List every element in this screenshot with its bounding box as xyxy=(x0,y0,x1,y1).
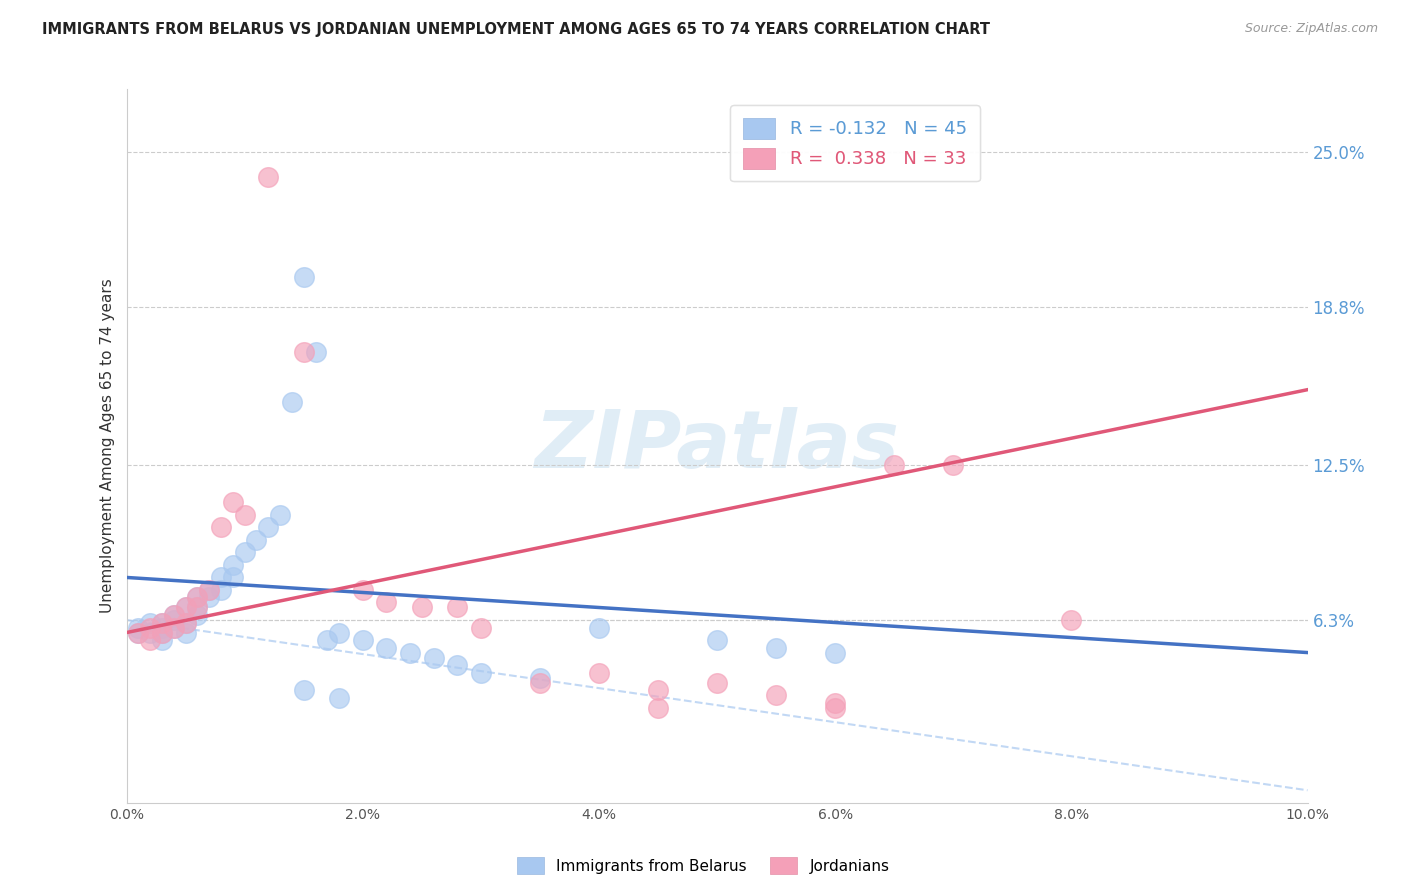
Point xyxy=(222,558,245,572)
Text: Source: ZipAtlas.com: Source: ZipAtlas.com xyxy=(1244,22,1378,36)
Point xyxy=(163,607,186,622)
Point xyxy=(328,625,350,640)
Legend: Immigrants from Belarus, Jordanians: Immigrants from Belarus, Jordanians xyxy=(510,851,896,880)
Point xyxy=(470,621,492,635)
Point xyxy=(139,625,162,640)
Point xyxy=(588,665,610,680)
Point xyxy=(186,591,208,605)
Point xyxy=(174,625,197,640)
Point xyxy=(824,646,846,660)
Point xyxy=(198,591,221,605)
Point xyxy=(174,600,197,615)
Point xyxy=(163,621,186,635)
Point xyxy=(352,582,374,597)
Point xyxy=(163,613,186,627)
Point xyxy=(304,345,326,359)
Point xyxy=(127,625,149,640)
Point xyxy=(222,495,245,509)
Point xyxy=(706,675,728,690)
Point xyxy=(150,621,173,635)
Y-axis label: Unemployment Among Ages 65 to 74 years: Unemployment Among Ages 65 to 74 years xyxy=(100,278,115,614)
Point xyxy=(150,615,173,630)
Point xyxy=(150,615,173,630)
Point xyxy=(824,700,846,714)
Point xyxy=(647,700,669,714)
Point xyxy=(222,570,245,584)
Point xyxy=(292,683,315,698)
Text: ZIPatlas: ZIPatlas xyxy=(534,407,900,485)
Point xyxy=(174,615,197,630)
Point xyxy=(647,683,669,698)
Point xyxy=(127,625,149,640)
Point xyxy=(139,633,162,648)
Point xyxy=(209,582,232,597)
Point xyxy=(281,395,304,409)
Legend: R = -0.132   N = 45, R =  0.338   N = 33: R = -0.132 N = 45, R = 0.338 N = 33 xyxy=(730,105,980,181)
Point xyxy=(411,600,433,615)
Point xyxy=(233,508,256,522)
Point xyxy=(765,640,787,655)
Point xyxy=(127,621,149,635)
Point xyxy=(446,658,468,673)
Point xyxy=(174,600,197,615)
Point xyxy=(139,615,162,630)
Point xyxy=(209,520,232,534)
Point xyxy=(186,607,208,622)
Point xyxy=(352,633,374,648)
Point xyxy=(139,621,162,635)
Text: IMMIGRANTS FROM BELARUS VS JORDANIAN UNEMPLOYMENT AMONG AGES 65 TO 74 YEARS CORR: IMMIGRANTS FROM BELARUS VS JORDANIAN UNE… xyxy=(42,22,990,37)
Point xyxy=(292,345,315,359)
Point xyxy=(257,169,280,184)
Point xyxy=(375,595,398,609)
Point xyxy=(375,640,398,655)
Point xyxy=(446,600,468,615)
Point xyxy=(150,633,173,648)
Point xyxy=(706,633,728,648)
Point xyxy=(529,675,551,690)
Point xyxy=(198,582,221,597)
Point xyxy=(765,688,787,702)
Point xyxy=(883,458,905,472)
Point xyxy=(198,582,221,597)
Point xyxy=(529,671,551,685)
Point xyxy=(233,545,256,559)
Point xyxy=(257,520,280,534)
Point xyxy=(186,600,208,615)
Point xyxy=(399,646,422,660)
Point xyxy=(174,615,197,630)
Point xyxy=(245,533,267,547)
Point xyxy=(186,600,208,615)
Point xyxy=(269,508,291,522)
Point xyxy=(163,621,186,635)
Point xyxy=(150,625,173,640)
Point xyxy=(163,607,186,622)
Point xyxy=(316,633,339,648)
Point xyxy=(209,570,232,584)
Point xyxy=(422,650,444,665)
Point xyxy=(824,696,846,710)
Point xyxy=(292,270,315,285)
Point xyxy=(588,621,610,635)
Point xyxy=(470,665,492,680)
Point xyxy=(186,591,208,605)
Point xyxy=(942,458,965,472)
Point xyxy=(150,625,173,640)
Point xyxy=(328,690,350,705)
Point xyxy=(1060,613,1083,627)
